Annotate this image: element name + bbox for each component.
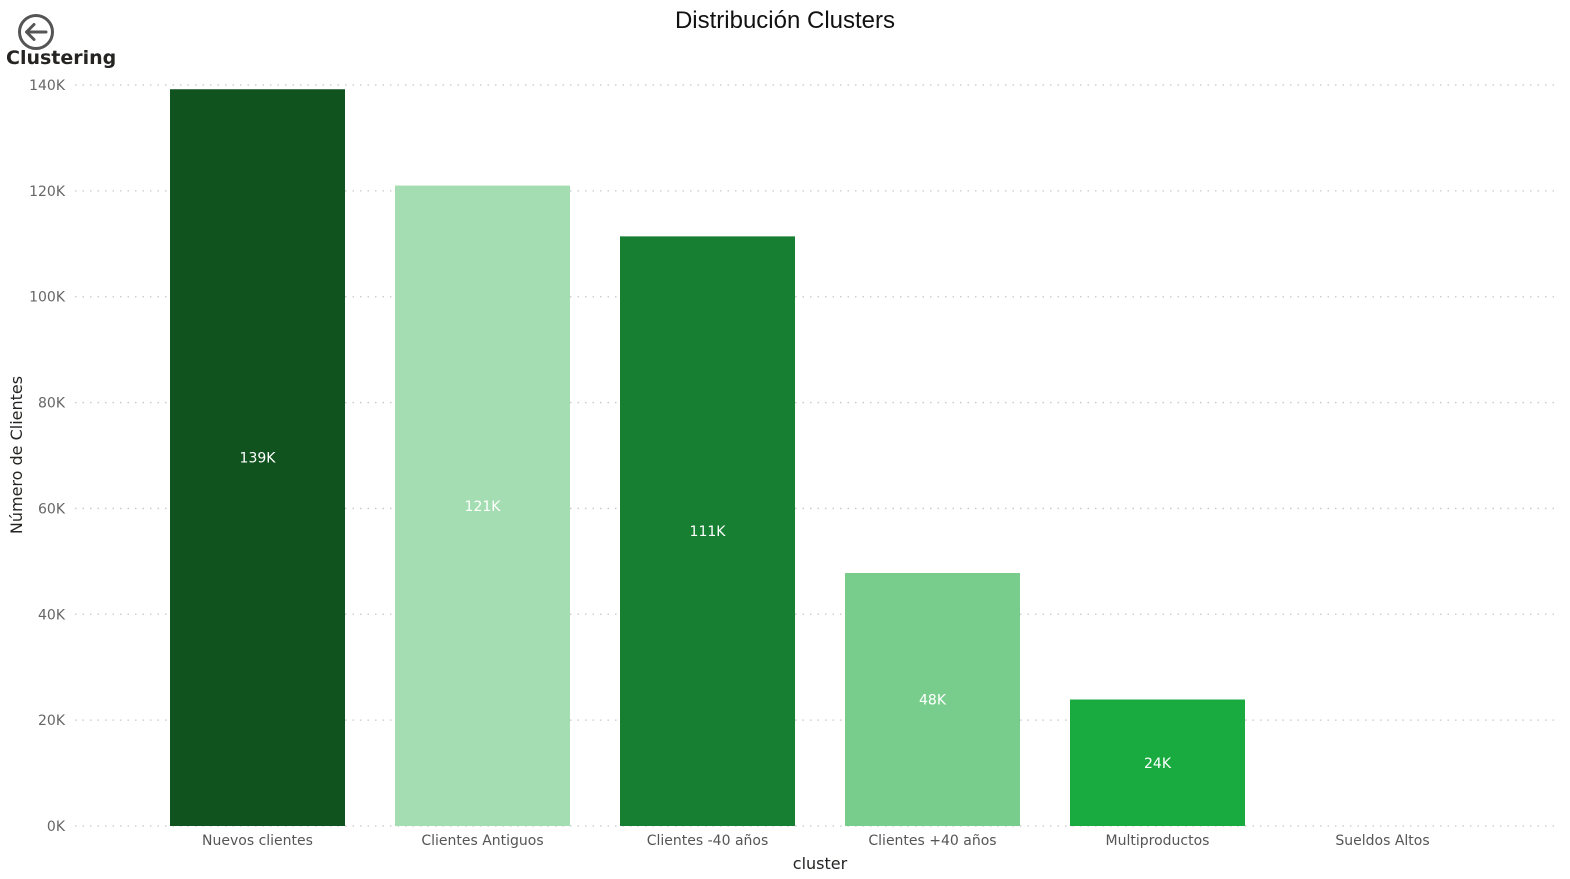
back-arrow-icon bbox=[18, 14, 54, 50]
y-tick-label: 100K bbox=[29, 290, 66, 306]
bar[interactable] bbox=[170, 89, 345, 827]
y-tick-label: 140K bbox=[29, 78, 66, 94]
bar-data-label: 24K bbox=[1144, 756, 1172, 772]
bar-data-label: 121K bbox=[465, 499, 502, 515]
x-tick-label: Clientes Antiguos bbox=[421, 833, 543, 849]
y-tick-label: 120K bbox=[29, 184, 66, 200]
y-tick-label: 40K bbox=[38, 607, 66, 623]
x-tick-label: Sueldos Altos bbox=[1335, 833, 1429, 849]
y-tick-label: 80K bbox=[38, 396, 66, 412]
y-axis-title: Número de Clientes bbox=[7, 376, 26, 534]
back-button[interactable]: Clustering bbox=[6, 14, 116, 70]
y-axis-ticks: 0K 20K 40K 60K 80K 100K 120K 140K bbox=[29, 78, 66, 835]
bar-data-label: 139K bbox=[240, 451, 277, 467]
y-tick-label: 0K bbox=[47, 819, 66, 835]
bars: 139K 121K 111K 48K 24K bbox=[170, 89, 1245, 827]
y-tick-label: 60K bbox=[38, 501, 66, 517]
x-tick-label: Clientes -40 años bbox=[647, 833, 769, 849]
x-tick-label: Multiproductos bbox=[1106, 833, 1210, 849]
x-axis-title: cluster bbox=[793, 854, 848, 873]
x-tick-label: Nuevos clientes bbox=[202, 833, 313, 849]
back-button-label: Clustering bbox=[6, 47, 116, 69]
x-tick-label: Clientes +40 años bbox=[868, 833, 996, 849]
bar[interactable] bbox=[1070, 699, 1245, 826]
bar-data-label: 111K bbox=[690, 524, 727, 540]
bar[interactable] bbox=[620, 236, 795, 826]
bar[interactable] bbox=[395, 185, 570, 827]
bar[interactable] bbox=[845, 573, 1020, 826]
chart-title: Distribución Clusters bbox=[675, 7, 895, 34]
bar-data-label: 48K bbox=[919, 693, 947, 709]
x-axis-ticks: Nuevos clientes Clientes Antiguos Clientes… bbox=[202, 833, 1430, 849]
y-tick-label: 20K bbox=[38, 713, 66, 729]
